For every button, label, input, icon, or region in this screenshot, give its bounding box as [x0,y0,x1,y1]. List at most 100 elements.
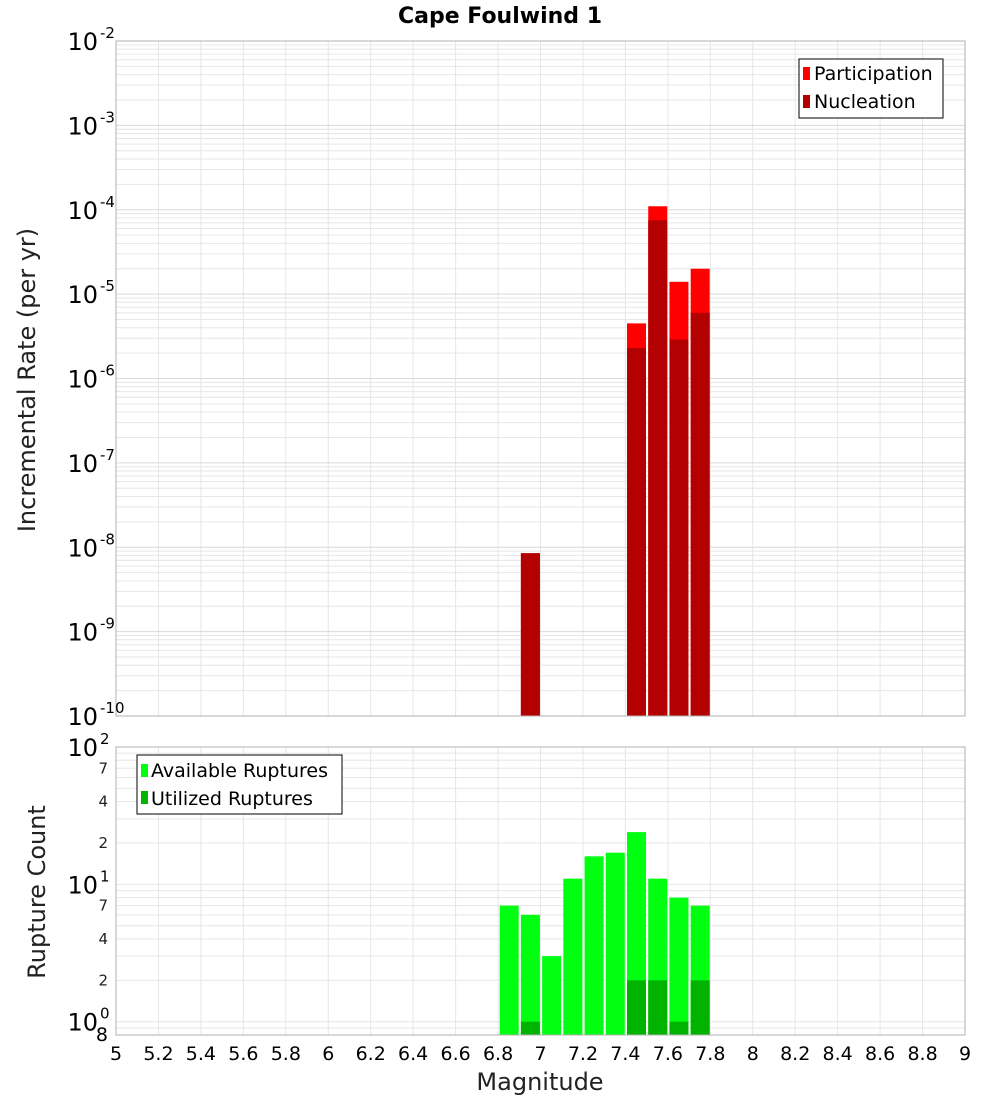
rate-y-tick-base: 10 [67,366,98,394]
nucleation-bar [520,553,540,716]
utilized-ruptures-bar [520,1021,540,1035]
x-tick-label: 7.8 [695,1043,725,1065]
rate-y-tick: 10 -4 [67,193,115,225]
nucleation-bar [690,312,710,716]
rate-y-tick-base: 10 [67,197,98,225]
legend-label-nucleation: Nucleation [814,91,916,113]
legend-swatch-participation [803,67,810,80]
rate-y-tick: 10 -2 [67,24,115,56]
x-tick-label: 5.8 [271,1043,301,1065]
legend-label-participation: Participation [814,63,933,85]
rate-y-tick-base: 10 [67,534,98,562]
x-tick-label: 8 [747,1043,759,1065]
count-y-tick-exp: 2 [100,730,110,748]
rate-y-tick-base: 10 [67,281,98,309]
x-tick-label: 5.2 [143,1043,173,1065]
rate-y-tick-exp: -5 [100,277,115,295]
count-bars [499,832,710,1035]
rate-y-tick-base: 10 [67,450,98,478]
x-tick-label: 9 [959,1043,971,1065]
x-tick-label: 8.4 [823,1043,853,1065]
count-y-tick-base: 10 [67,734,98,762]
rate-legend-box [798,58,944,119]
rate-y-tick-exp: -6 [100,362,115,380]
x-tick-label: 6.2 [356,1043,386,1065]
x-tick-label: 8.2 [780,1043,810,1065]
rate-y-tick-exp: -4 [100,193,115,211]
count-y-tick: 10 0 [67,1005,109,1037]
rate-y-tick-exp: -9 [100,615,115,633]
rate-bars [520,206,710,717]
count-legend: Available Ruptures Utilized Ruptures [136,754,343,815]
legend-swatch-utilized [141,791,148,804]
count-y-minor-tick: 4 [98,930,108,948]
rate-y-tick-exp: -10 [100,699,125,717]
rate-y-tick: 10 -10 [67,699,124,731]
chart-title: Cape Foulwind 1 [398,4,602,29]
legend-label-utilized: Utilized Ruptures [151,788,313,810]
rate-y-tick: 10 -3 [67,108,115,140]
rate-y-tick-base: 10 [67,703,98,731]
x-axis-label: Magnitude [476,1068,603,1096]
x-tick-label: 7.4 [610,1043,640,1065]
count-y-minor-tick: 2 [98,834,108,852]
available-ruptures-bar [669,897,689,1035]
count-y-tick-exp: 0 [100,1005,110,1023]
rate-y-tick: 10 -9 [67,615,115,647]
count-y-tick-exp: 1 [100,867,110,885]
rate-y-tick: 10 -8 [67,530,115,562]
x-tick-label: 7.2 [568,1043,598,1065]
available-ruptures-bar [605,852,625,1035]
x-tick-label: 6.8 [483,1043,513,1065]
nucleation-bar [648,220,668,717]
rate-y-axis-label: Incremental Rate (per yr) [13,228,41,532]
x-tick-label: 7 [534,1043,546,1065]
legend-swatch-available [141,764,148,777]
utilized-ruptures-bar [627,980,647,1035]
x-tick-label: 6.6 [440,1043,470,1065]
count-y-axis-label: Rupture Count [23,805,51,979]
rate-y-tick-base: 10 [67,28,98,56]
rate-y-tick: 10 -7 [67,446,115,478]
rate-y-tick-exp: -2 [100,24,115,42]
rate-plot-frame [115,40,966,717]
available-ruptures-bar [584,856,604,1035]
rate-legend: Participation Nucleation [798,58,944,119]
count-y-tick: 10 1 [67,867,109,899]
x-tick-label: 8.6 [865,1043,895,1065]
rate-y-tick: 10 -6 [67,362,115,394]
x-ticks: 5 5.2 5.4 5.6 5.8 6 6.2 6.4 6.6 6.8 7 7.2 7.4 7.6 7.8 8… [110,1043,971,1065]
legend-swatch-nucleation [803,95,810,108]
nucleation-bar [627,347,647,716]
rate-y-tick-exp: -3 [100,108,115,126]
x-tick-label: 5.4 [186,1043,216,1065]
utilized-ruptures-bar [648,980,668,1035]
count-y-minor-tick: 2 [98,971,108,989]
x-tick-label: 8.8 [907,1043,937,1065]
utilized-ruptures-bar [690,980,710,1035]
rate-y-tick-base: 10 [67,619,98,647]
rate-y-tick: 10 -5 [67,277,115,309]
rate-y-tick-exp: -7 [100,446,115,464]
available-ruptures-bar [542,956,562,1035]
x-tick-label: 5 [110,1043,122,1065]
available-ruptures-bar [499,905,519,1035]
rate-y-tick-exp: -8 [100,530,115,548]
available-ruptures-bar [520,914,540,1035]
count-y-minor-tick: 7 [98,759,108,777]
count-y-minor-tick: 4 [98,793,108,811]
x-tick-label: 7.6 [653,1043,683,1065]
count-y-tick-base: 10 [67,1009,98,1037]
count-y-minor-tick: 7 [98,897,108,915]
count-y-minor-tick: 8 [96,1024,108,1046]
rate-y-tick-base: 10 [67,112,98,140]
count-plot-frame [115,746,966,1036]
legend-label-available: Available Ruptures [151,760,328,782]
count-y-tick: 10 2 [67,730,109,762]
count-legend-box [136,754,343,815]
